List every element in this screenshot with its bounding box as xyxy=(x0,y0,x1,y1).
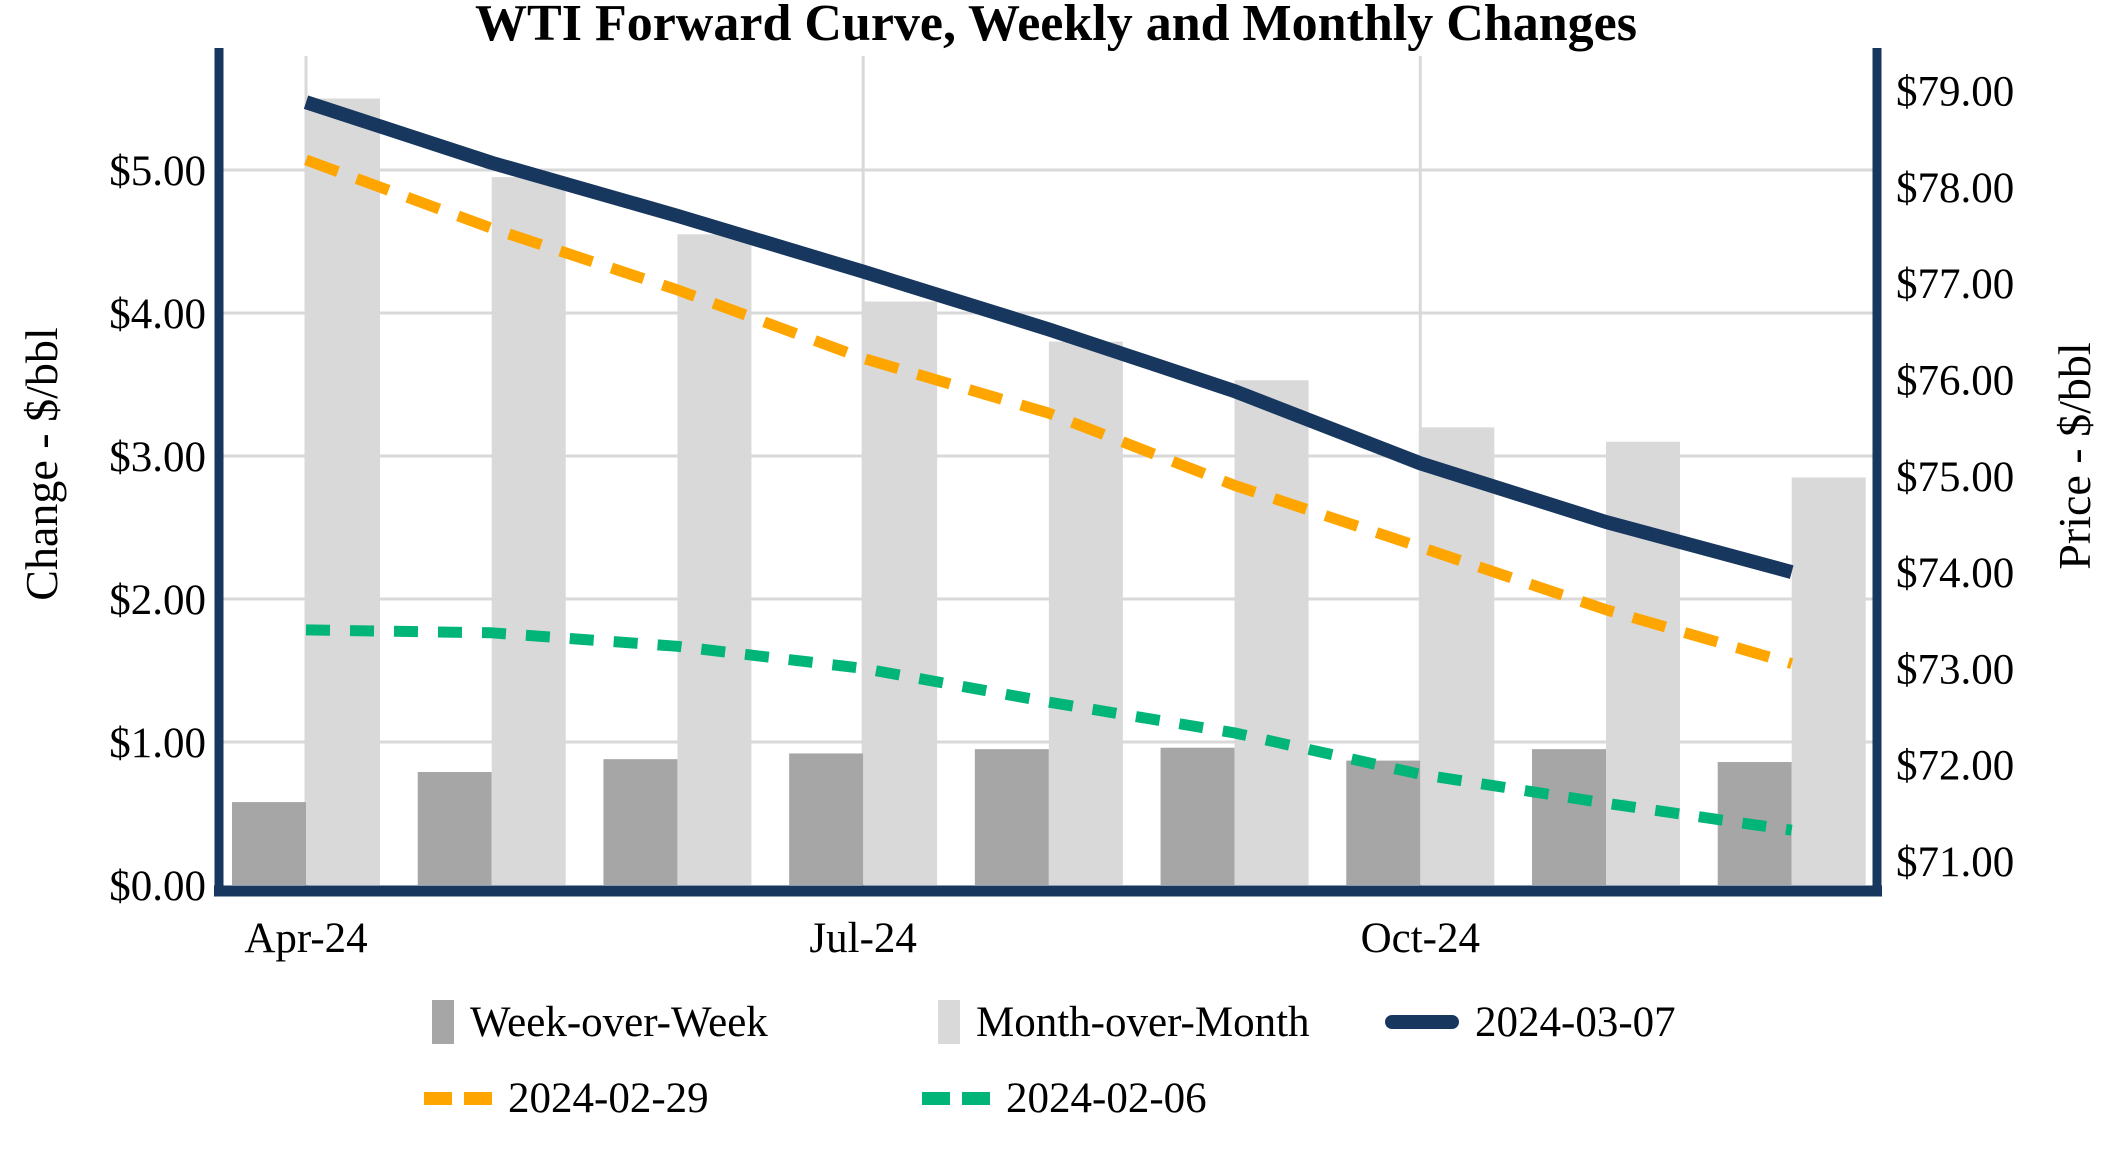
bar-week-over-week xyxy=(1531,749,1606,885)
legend-item-week-over-week: Week-over-Week xyxy=(432,996,768,1048)
solid-line-swatch xyxy=(1385,1015,1459,1029)
orange-dash-swatch xyxy=(464,1091,492,1105)
bar-week-over-week xyxy=(974,749,1049,885)
right-axis-tick-label: $71.00 xyxy=(1896,839,2014,886)
legend-label: Week-over-Week xyxy=(470,998,768,1046)
right-axis-tick-label: $78.00 xyxy=(1896,165,2014,212)
bar-month-over-month xyxy=(1605,441,1680,885)
left-axis-tick-label: $0.00 xyxy=(109,863,206,910)
x-axis-tick-label: Oct-24 xyxy=(1361,915,1480,962)
bar-month-over-month xyxy=(1420,427,1495,885)
left-axis-tick-label: $4.00 xyxy=(109,291,206,338)
right-axis-tick-label: $73.00 xyxy=(1896,646,2014,693)
right-axis-tick-label: $74.00 xyxy=(1896,550,2014,597)
bar-week-over-week xyxy=(603,759,678,885)
bar-month-over-month xyxy=(491,177,566,885)
orange-dash-swatch xyxy=(424,1091,452,1105)
bar-week-over-week xyxy=(417,772,492,885)
bar-week-over-week xyxy=(232,802,306,885)
left-axis-tick-label: $1.00 xyxy=(109,720,206,767)
chart-title: WTI Forward Curve, Weekly and Monthly Ch… xyxy=(475,0,1637,52)
right-axis-tick-label: $75.00 xyxy=(1896,454,2014,501)
bar-month-over-month xyxy=(1234,380,1309,885)
line-2024-02-29 xyxy=(304,154,1794,669)
week-over-week-swatch xyxy=(432,1000,454,1044)
right-axis-tick-label: $76.00 xyxy=(1896,358,2014,405)
x-axis-tick-label: Apr-24 xyxy=(244,915,367,962)
legend-item-2024-03-07: 2024-03-07 xyxy=(1385,996,1676,1048)
bar-month-over-month xyxy=(677,234,752,886)
right-axis-tick-label: $77.00 xyxy=(1896,261,2014,308)
green-dash-swatch xyxy=(962,1091,990,1105)
legend-label: 2024-02-06 xyxy=(1006,1074,1207,1122)
right-axis-tick-label: $72.00 xyxy=(1896,743,2014,790)
bar-month-over-month xyxy=(306,98,380,885)
left-axis-tick-label: $2.00 xyxy=(109,577,206,624)
legend-label: 2024-02-29 xyxy=(508,1074,709,1122)
bar-week-over-week xyxy=(1160,747,1235,885)
legend-item-2024-02-06: 2024-02-06 xyxy=(922,1072,1207,1124)
x-axis-tick-label: Jul-24 xyxy=(809,915,917,962)
legend-label: 2024-03-07 xyxy=(1475,998,1676,1046)
legend-label: Month-over-Month xyxy=(976,998,1310,1046)
line-2024-02-06 xyxy=(305,624,1793,836)
month-over-month-swatch xyxy=(938,1000,960,1044)
legend-item-2024-02-29: 2024-02-29 xyxy=(424,1072,709,1124)
bar-month-over-month xyxy=(863,301,938,885)
legend-item-month-over-month: Month-over-Month xyxy=(938,996,1310,1048)
bar-week-over-week xyxy=(1346,760,1421,885)
bar-month-over-month xyxy=(1791,477,1866,885)
line-2024-03-07 xyxy=(303,95,1794,579)
green-dash-swatch xyxy=(922,1091,950,1105)
bar-week-over-week xyxy=(789,753,864,885)
left-axis-tick-label: $5.00 xyxy=(109,148,206,195)
right-axis-tick-label: $79.00 xyxy=(1896,69,2014,116)
left-axis-tick-label: $3.00 xyxy=(109,434,206,481)
